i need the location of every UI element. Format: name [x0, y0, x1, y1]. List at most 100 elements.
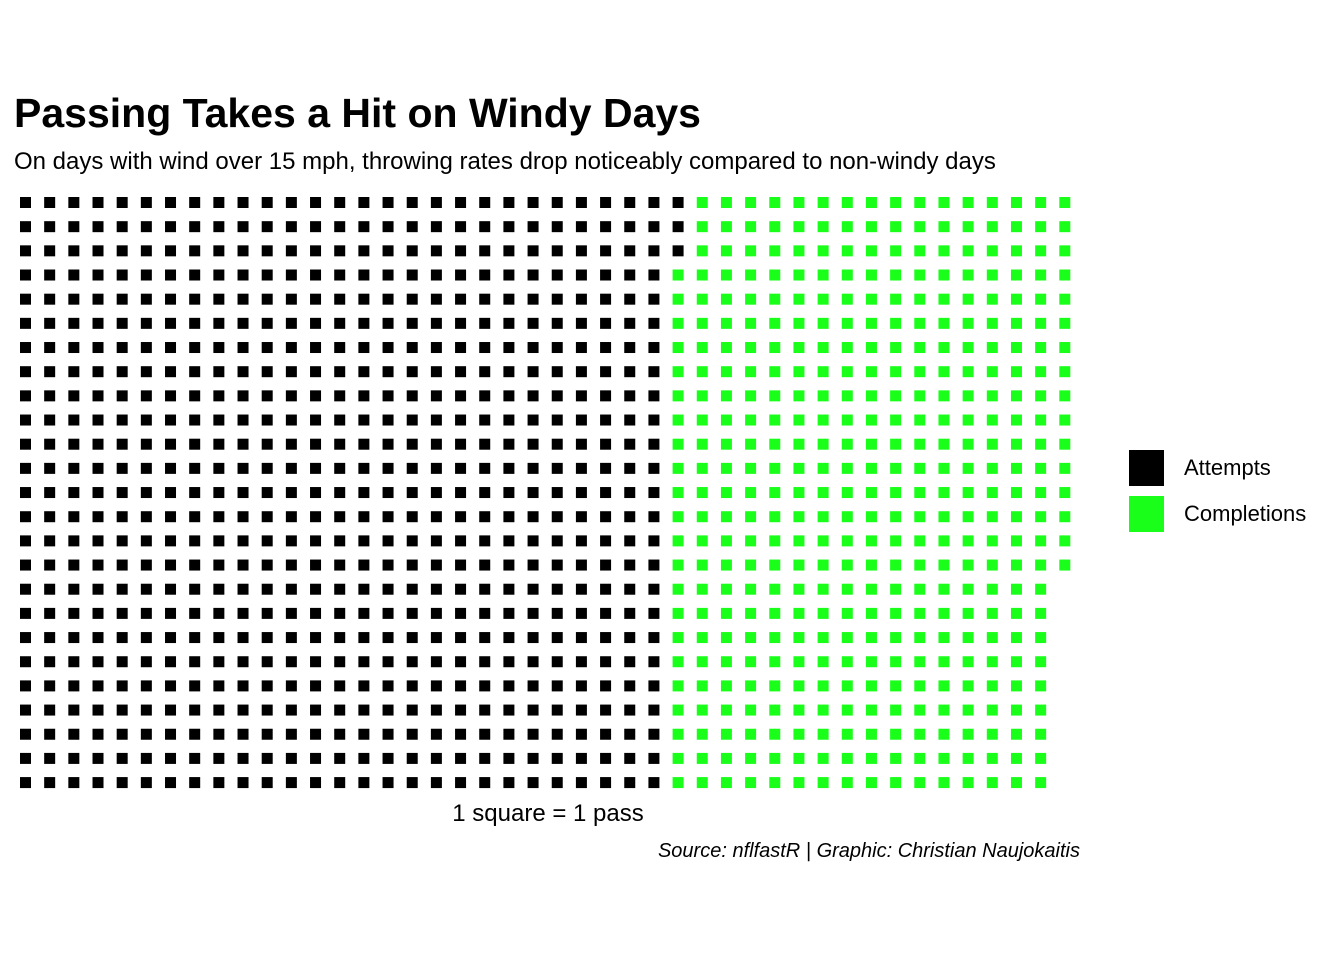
waffle-square-completion [963, 366, 974, 377]
waffle-square-attempt [238, 777, 249, 788]
waffle-square-attempt [479, 608, 490, 619]
waffle-square-completion [963, 511, 974, 522]
waffle-square-completion [963, 632, 974, 643]
waffle-square-completion [769, 560, 780, 571]
waffle-square-completion [1035, 632, 1046, 643]
waffle-square-attempt [117, 535, 128, 546]
waffle-square-attempt [117, 318, 128, 329]
waffle-square-attempt [407, 680, 418, 691]
waffle-square-completion [818, 245, 829, 256]
waffle-square-attempt [238, 463, 249, 474]
waffle-square-attempt [286, 584, 297, 595]
waffle-square-completion [938, 294, 949, 305]
waffle-square-attempt [407, 245, 418, 256]
waffle-square-attempt [576, 608, 587, 619]
waffle-square-attempt [576, 584, 587, 595]
waffle-square-attempt [503, 560, 514, 571]
waffle-square-attempt [141, 753, 152, 764]
waffle-square-attempt [358, 729, 369, 740]
waffle-square-attempt [648, 511, 659, 522]
waffle-square-attempt [552, 245, 563, 256]
waffle-square-completion [793, 439, 804, 450]
waffle-square-completion [938, 487, 949, 498]
waffle-square-attempt [455, 221, 466, 232]
waffle-square-attempt [189, 753, 200, 764]
legend: Attempts Completions [1129, 450, 1306, 542]
waffle-square-completion [769, 729, 780, 740]
waffle-square-attempt [503, 608, 514, 619]
waffle-square-completion [1059, 560, 1070, 571]
waffle-square-completion [842, 656, 853, 667]
waffle-square-attempt [624, 487, 635, 498]
waffle-square-completion [842, 439, 853, 450]
waffle-square-attempt [431, 608, 442, 619]
waffle-square-attempt [528, 511, 539, 522]
waffle-square-attempt [310, 342, 321, 353]
waffle-square-attempt [503, 197, 514, 208]
waffle-square-completion [938, 753, 949, 764]
waffle-square-completion [842, 390, 853, 401]
waffle-square-attempt [44, 753, 55, 764]
waffle-square-attempt [431, 753, 442, 764]
waffle-square-attempt [600, 680, 611, 691]
waffle-square-attempt [213, 270, 224, 281]
legend-label-attempts: Attempts [1184, 455, 1271, 481]
waffle-square-attempt [503, 221, 514, 232]
waffle-square-attempt [624, 729, 635, 740]
waffle-square-completion [721, 511, 732, 522]
waffle-square-attempt [68, 245, 79, 256]
waffle-square-completion [914, 463, 925, 474]
waffle-square-attempt [503, 318, 514, 329]
waffle-square-completion [793, 705, 804, 716]
waffle-square-attempt [68, 270, 79, 281]
waffle-square-completion [721, 535, 732, 546]
waffle-square-attempt [286, 680, 297, 691]
waffle-square-attempt [165, 294, 176, 305]
waffle-square-completion [866, 294, 877, 305]
waffle-square-attempt [334, 535, 345, 546]
waffle-square-attempt [503, 777, 514, 788]
waffle-square-attempt [238, 366, 249, 377]
waffle-square-completion [1011, 390, 1022, 401]
waffle-square-attempt [189, 270, 200, 281]
waffle-square-completion [842, 318, 853, 329]
waffle-square-attempt [624, 705, 635, 716]
waffle-square-completion [938, 318, 949, 329]
waffle-square-attempt [383, 584, 394, 595]
waffle-square-completion [842, 705, 853, 716]
waffle-square-attempt [310, 487, 321, 498]
waffle-square-attempt [431, 535, 442, 546]
waffle-square-attempt [213, 729, 224, 740]
waffle-square-attempt [407, 415, 418, 426]
waffle-square-attempt [93, 753, 104, 764]
waffle-square-completion [673, 342, 684, 353]
waffle-square-attempt [383, 439, 394, 450]
waffle-square-completion [890, 294, 901, 305]
waffle-square-attempt [383, 535, 394, 546]
waffle-square-attempt [141, 584, 152, 595]
waffle-square-attempt [238, 753, 249, 764]
waffle-square-attempt [286, 632, 297, 643]
waffle-square-completion [769, 753, 780, 764]
waffle-square-attempt [44, 270, 55, 281]
waffle-square-attempt [310, 705, 321, 716]
waffle-square-attempt [310, 221, 321, 232]
waffle-square-attempt [165, 584, 176, 595]
waffle-square-attempt [624, 608, 635, 619]
waffle-square-attempt [600, 415, 611, 426]
waffle-square-attempt [141, 221, 152, 232]
waffle-square-completion [842, 729, 853, 740]
waffle-square-completion [842, 487, 853, 498]
waffle-square-attempt [455, 680, 466, 691]
waffle-square-attempt [117, 487, 128, 498]
waffle-square-completion [673, 535, 684, 546]
waffle-square-completion [793, 632, 804, 643]
waffle-square-attempt [262, 560, 273, 571]
waffle-square-completion [1035, 221, 1046, 232]
waffle-square-completion [769, 366, 780, 377]
waffle-square-completion [793, 584, 804, 595]
waffle-square-attempt [310, 390, 321, 401]
waffle-square-completion [1059, 245, 1070, 256]
waffle-square-completion [890, 632, 901, 643]
waffle-square-attempt [503, 390, 514, 401]
